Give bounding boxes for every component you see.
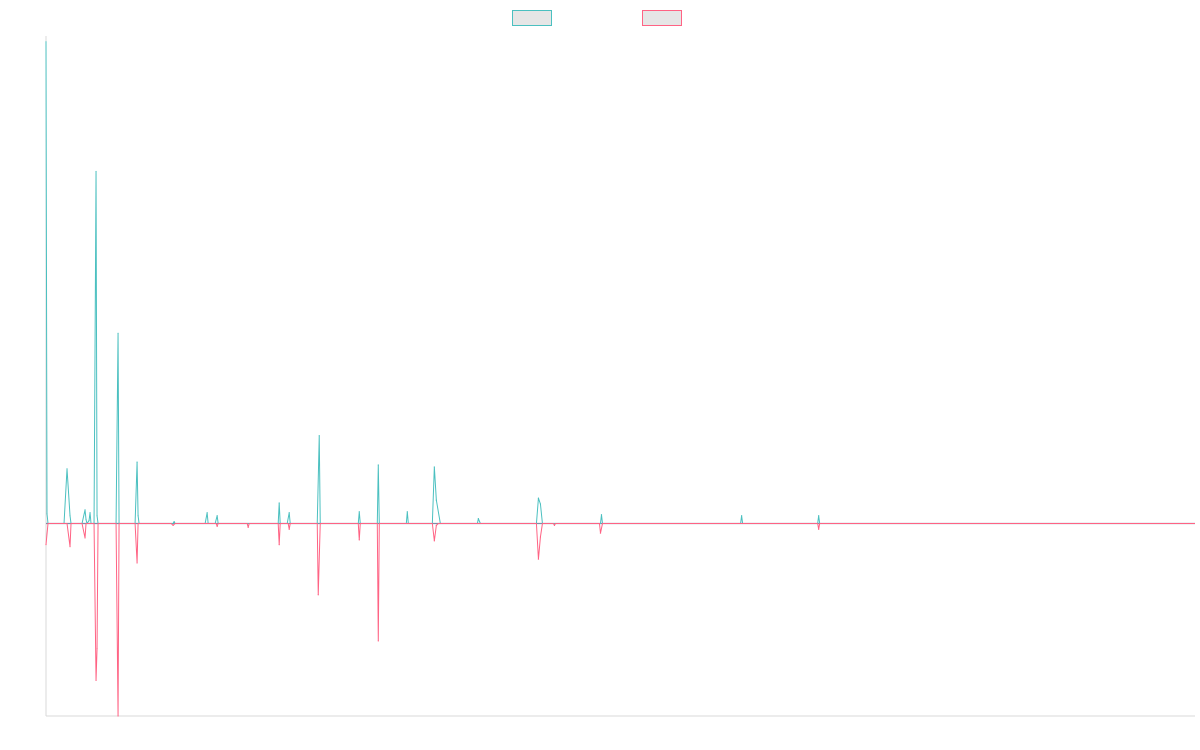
- series-2-point: [599, 532, 602, 534]
- legend-item-series-2[interactable]: [642, 9, 688, 27]
- series-2-point: [553, 524, 556, 527]
- legend-swatch-series-1: [512, 10, 552, 26]
- series-2-point: [247, 526, 249, 528]
- series-1-point: [477, 518, 479, 520]
- series-2-point: [377, 640, 379, 642]
- series-line-2: [45, 523, 1195, 717]
- series-1-point: [539, 503, 542, 505]
- series-2-point: [95, 679, 97, 681]
- series-1-point: [89, 512, 91, 514]
- series-1-point: [433, 466, 435, 468]
- series-2-point: [818, 528, 820, 530]
- series-1-point: [96, 515, 98, 517]
- series-1-point: [278, 502, 280, 504]
- series-2-point: [84, 537, 86, 539]
- series-1-point: [741, 515, 743, 517]
- series-1-point: [377, 464, 379, 466]
- series-2-point: [216, 525, 218, 527]
- series-2-point: [45, 544, 47, 546]
- series-1-point: [84, 509, 86, 511]
- series-1-point: [66, 468, 68, 470]
- chart-legend: [0, 9, 1200, 27]
- series-1-point: [137, 515, 139, 517]
- series-2-point: [358, 539, 360, 541]
- series-1-point: [173, 520, 175, 523]
- series-1-point: [117, 332, 119, 334]
- series-1-point: [69, 515, 71, 517]
- series-1-point: [45, 41, 47, 43]
- series-1-point: [88, 519, 90, 522]
- series-line-1: [45, 41, 1195, 524]
- series-2-point: [117, 715, 119, 717]
- series-1-point: [206, 512, 208, 514]
- series-2-point: [317, 594, 319, 596]
- series-2-point: [69, 546, 71, 548]
- series-1-point: [818, 515, 820, 517]
- series-1-point: [537, 497, 540, 499]
- series-1-point: [435, 499, 437, 501]
- series-1-point: [85, 519, 87, 521]
- series-1-point: [46, 513, 48, 515]
- series-2-point: [278, 544, 280, 546]
- series-2-point: [539, 536, 542, 538]
- series-1-point: [95, 170, 97, 173]
- series-1-point: [136, 461, 138, 463]
- series-1-point: [600, 514, 603, 516]
- series-2-point: [172, 524, 174, 527]
- series-2-point: [288, 528, 290, 530]
- series-2-point: [433, 540, 435, 542]
- series-layer: [45, 41, 1195, 717]
- series-2-point: [435, 524, 437, 527]
- series-1-point: [358, 511, 360, 513]
- legend-item-series-1[interactable]: [512, 9, 558, 27]
- series-1-point: [216, 515, 218, 517]
- series-2-point: [96, 648, 98, 650]
- series-1-point: [318, 435, 320, 437]
- series-1-point: [288, 512, 290, 514]
- series-2-point: [537, 558, 540, 560]
- legend-swatch-series-2: [642, 10, 682, 26]
- series-2-point: [136, 562, 138, 564]
- series-1-point: [406, 511, 408, 513]
